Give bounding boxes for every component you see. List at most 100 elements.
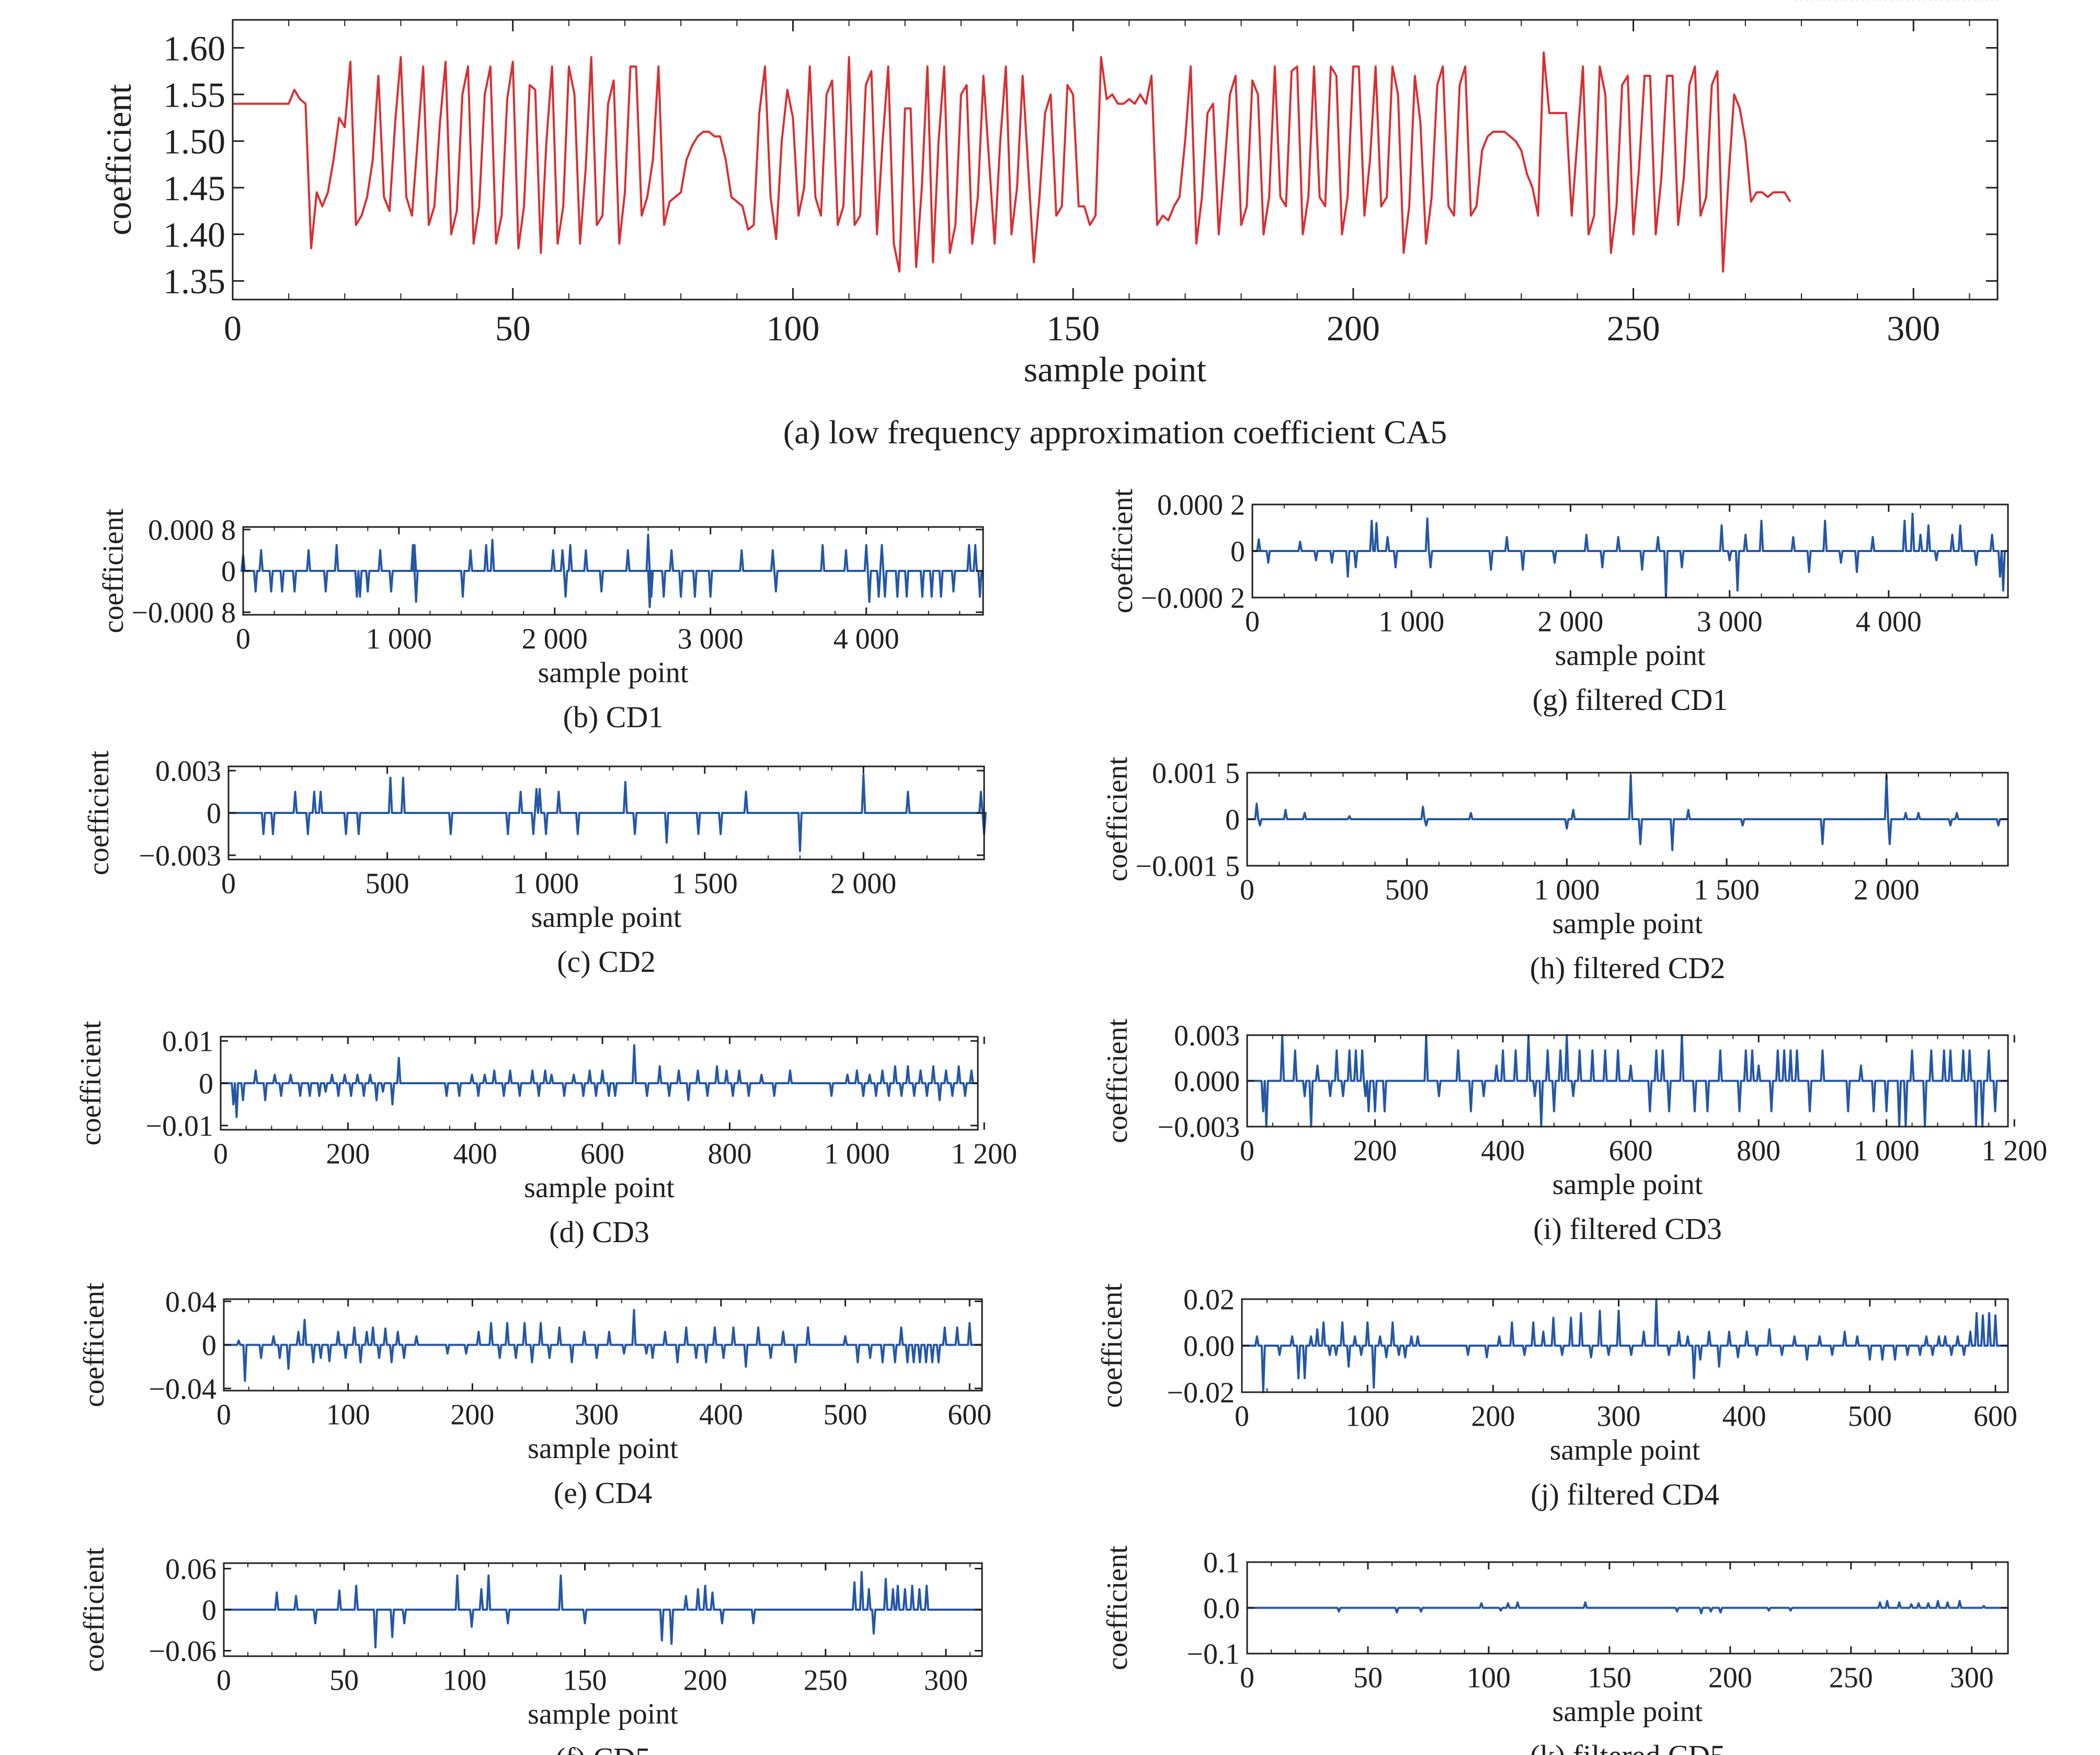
data-point-g (1617, 536, 1619, 538)
data-point-a (383, 197, 385, 198)
data-point-b (878, 596, 880, 598)
data-point-j (1794, 1336, 1795, 1337)
x-tick-label-d: 800 (707, 1138, 751, 1170)
data-point-a (658, 66, 659, 67)
data-point-g (1347, 576, 1349, 577)
series-line-k (1247, 1600, 2008, 1614)
data-point-j (1708, 1331, 1710, 1333)
x-tick-label-h: 2 000 (1854, 874, 1920, 906)
data-point-a (949, 253, 951, 254)
data-point-j (1643, 1331, 1645, 1333)
y-tick-label-a: 1.50 (163, 122, 225, 162)
data-point-g (1426, 518, 1428, 519)
data-point-e (782, 1331, 784, 1333)
data-point-i (1349, 1050, 1350, 1051)
data-point-a (1162, 215, 1163, 216)
data-point-i (1617, 1050, 1618, 1051)
y-tick-label-f: 0 (202, 1595, 216, 1627)
data-point-a (451, 234, 452, 235)
data-point-f (752, 1623, 754, 1624)
data-point-e (273, 1336, 274, 1337)
data-point-g (1268, 562, 1269, 564)
data-point-a (1017, 187, 1018, 188)
data-point-i (1669, 1111, 1670, 1112)
data-point-d (939, 1099, 940, 1101)
data-point-j (1348, 1366, 1349, 1367)
data-point-a (972, 243, 973, 244)
data-point-d (398, 1057, 400, 1059)
y-axis-label-f: coefficient (78, 1547, 110, 1672)
y-tick-label-a: 1.35 (163, 261, 225, 301)
data-point-a (1157, 224, 1158, 226)
data-point-d (332, 1074, 333, 1075)
data-point-c (907, 791, 909, 793)
data-point-a (1890, 0, 1892, 1)
data-point-j (1279, 1355, 1280, 1356)
data-point-e (385, 1328, 386, 1329)
data-point-b (414, 544, 415, 546)
x-tick-label-j: 600 (1973, 1400, 2017, 1432)
data-point-g (1729, 560, 1730, 561)
data-point-a (887, 66, 889, 67)
data-point-j (1920, 1355, 1921, 1356)
data-point-e (366, 1331, 368, 1333)
data-point-a (1537, 215, 1539, 216)
data-point-a (534, 89, 536, 90)
data-point-a (1364, 215, 1365, 216)
data-point-j (1693, 1378, 1695, 1379)
data-point-e (507, 1323, 508, 1324)
data-point-b (470, 549, 471, 551)
data-point-j (1857, 1336, 1858, 1337)
data-point-d (669, 1095, 670, 1097)
x-tick-label-j: 300 (1596, 1400, 1640, 1432)
data-point-g (1371, 520, 1372, 521)
series-line-j (1242, 1298, 2008, 1393)
chart-j: 0 100 200 300 400 500 600 −0.02 0.00 0.02 sample p… (1096, 1283, 2017, 1511)
y-axis-label-j: coefficient (1096, 1283, 1128, 1408)
data-point-i (1362, 1050, 1363, 1051)
data-point-g (1737, 590, 1738, 591)
data-point-a (1985, 0, 1987, 1)
x-tick-label-a: 50 (495, 308, 531, 348)
series-line-e (224, 1309, 982, 1382)
data-point-a (1789, 201, 1791, 202)
data-point-a (1246, 205, 1248, 207)
data-point-d (952, 1095, 953, 1097)
data-point-a (882, 141, 883, 142)
data-point-a (579, 243, 581, 244)
data-point-a (1044, 112, 1046, 114)
data-point-a (1857, 0, 1858, 1)
data-point-d (236, 1116, 237, 1118)
data-point-j (1599, 1310, 1601, 1312)
data-point-i (1873, 1111, 1874, 1112)
data-point-g (2003, 590, 2004, 591)
data-point-e (515, 1357, 517, 1359)
data-point-i (1784, 1050, 1785, 1051)
y-tick-label-h: −0.001 5 (1135, 851, 1240, 883)
data-point-a (1902, 0, 1903, 1)
data-point-a (1739, 108, 1740, 109)
data-point-b (391, 591, 392, 592)
data-point-i (1994, 1111, 1996, 1112)
data-point-d (538, 1095, 540, 1097)
data-point-e (623, 1353, 625, 1354)
data-point-h (1905, 812, 1907, 813)
data-point-d (446, 1095, 447, 1097)
data-point-g (1872, 536, 1874, 538)
y-tick-label-g: 0 (1230, 536, 1245, 568)
data-point-e (723, 1357, 724, 1359)
data-point-e (313, 1362, 314, 1363)
data-point-a (1571, 215, 1572, 216)
data-point-j (1590, 1357, 1592, 1358)
data-point-i (1911, 1050, 1913, 1051)
data-point-a (764, 66, 766, 67)
data-point-a (635, 66, 637, 67)
data-point-d (583, 1095, 584, 1097)
caption-b: (b) CD1 (563, 700, 664, 734)
data-point-d (707, 1095, 708, 1097)
data-point-a (1151, 75, 1152, 76)
data-point-d (869, 1074, 870, 1075)
data-point-d (309, 1095, 311, 1097)
data-point-d (863, 1095, 864, 1097)
